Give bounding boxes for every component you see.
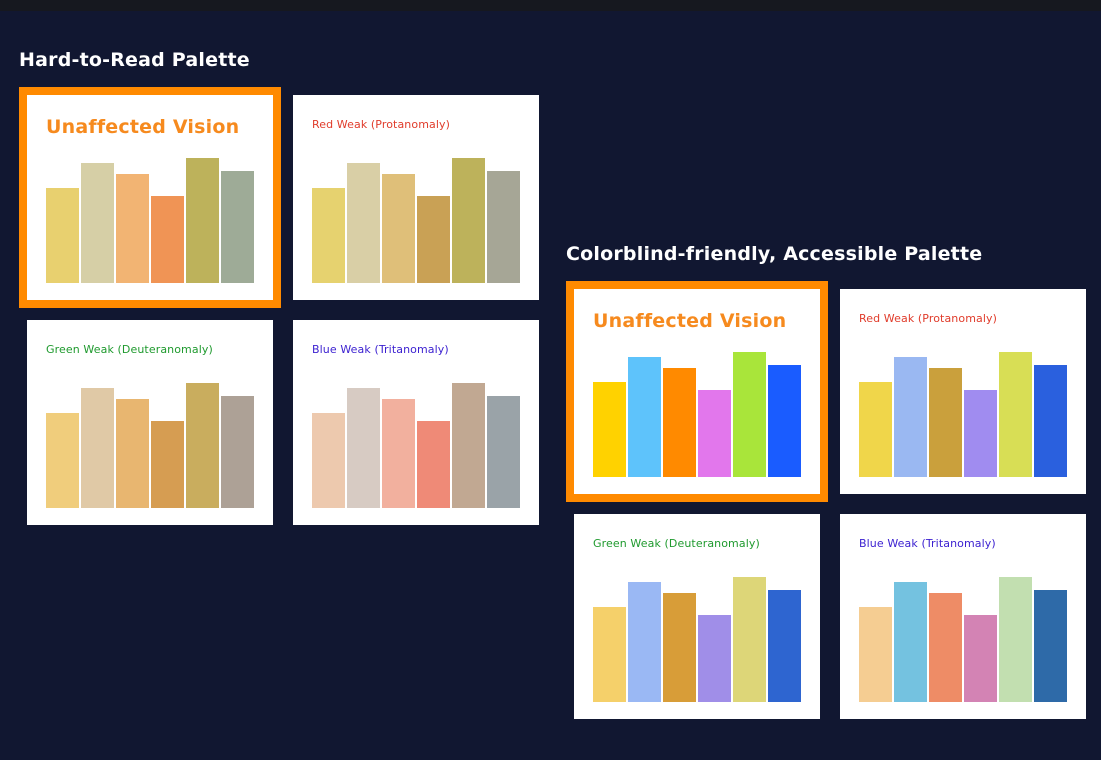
bar-1 [46,188,79,283]
bar-4 [698,615,731,702]
bar-2 [81,388,114,508]
bar-5 [999,352,1032,477]
chart-card: Green Weak (Deuteranomaly) [27,320,273,525]
bar-1 [46,413,79,508]
bar-1 [859,382,892,477]
bar-5 [733,577,766,702]
chart-card: Red Weak (Protanomaly) [840,289,1086,494]
card-title: Unaffected Vision [593,310,787,332]
bar-6 [487,171,520,283]
bar-6 [768,590,801,702]
chart-card: Blue Weak (Tritanomaly) [293,320,539,525]
card-title: Green Weak (Deuteranomaly) [593,537,760,550]
bar-6 [1034,590,1067,702]
bar-1 [593,382,626,477]
bar-2 [894,357,927,477]
bar-1 [859,607,892,702]
bar-chart [46,383,254,508]
bar-1 [593,607,626,702]
bar-4 [417,196,450,283]
bar-3 [929,368,962,477]
bar-chart [593,352,801,477]
bar-3 [663,593,696,702]
bar-2 [628,357,661,477]
bar-2 [628,582,661,702]
bar-3 [116,399,149,508]
chart-card: Green Weak (Deuteranomaly) [574,514,820,719]
bar-6 [1034,365,1067,477]
bar-4 [698,390,731,477]
bar-3 [116,174,149,283]
card-title: Blue Weak (Tritanomaly) [312,343,449,356]
bar-5 [999,577,1032,702]
bar-5 [452,383,485,508]
card-title: Red Weak (Protanomaly) [312,118,451,131]
bar-1 [312,413,345,508]
bar-5 [452,158,485,283]
top-bar [0,0,1101,11]
bar-5 [733,352,766,477]
bar-4 [151,421,184,508]
bar-3 [929,593,962,702]
bar-6 [768,365,801,477]
bar-chart [859,577,1067,702]
bar-5 [186,158,219,283]
bar-3 [663,368,696,477]
card-title: Green Weak (Deuteranomaly) [46,343,213,356]
bar-6 [487,396,520,508]
card-title: Unaffected Vision [46,116,240,138]
chart-card: Red Weak (Protanomaly) [293,95,539,300]
bar-chart [312,158,520,283]
card-title: Red Weak (Protanomaly) [859,312,998,325]
bar-1 [312,188,345,283]
bar-chart [593,577,801,702]
bar-2 [81,163,114,283]
bar-3 [382,399,415,508]
group-title-hard-to-read: Hard-to-Read Palette [19,49,250,71]
bar-4 [151,196,184,283]
bar-4 [417,421,450,508]
chart-card: Unaffected Vision [19,87,281,308]
bar-4 [964,615,997,702]
bar-2 [347,163,380,283]
chart-card: Blue Weak (Tritanomaly) [840,514,1086,719]
bar-6 [221,396,254,508]
bar-2 [347,388,380,508]
group-title-accessible: Colorblind-friendly, Accessible Palette [566,243,983,265]
bar-chart [46,158,254,283]
bar-6 [221,171,254,283]
bar-2 [894,582,927,702]
card-title: Blue Weak (Tritanomaly) [859,537,996,550]
bar-5 [186,383,219,508]
bar-chart [312,383,520,508]
bar-chart [859,352,1067,477]
bar-4 [964,390,997,477]
chart-card: Unaffected Vision [566,281,828,502]
bar-3 [382,174,415,283]
